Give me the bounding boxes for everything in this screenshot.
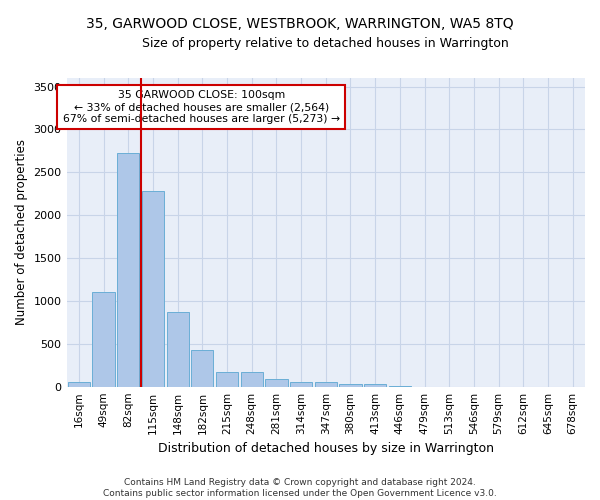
Text: 35 GARWOOD CLOSE: 100sqm
← 33% of detached houses are smaller (2,564)
67% of sem: 35 GARWOOD CLOSE: 100sqm ← 33% of detach… [63, 90, 340, 124]
Bar [167, 312, 189, 386]
Bar [142, 191, 164, 386]
Bar [340, 384, 362, 386]
Bar [241, 372, 263, 386]
X-axis label: Distribution of detached houses by size in Warrington: Distribution of detached houses by size … [158, 442, 494, 455]
Bar [191, 350, 214, 387]
Bar [290, 382, 312, 386]
Bar [314, 382, 337, 386]
Bar [265, 379, 287, 386]
Bar [216, 372, 238, 386]
Text: Contains HM Land Registry data © Crown copyright and database right 2024.
Contai: Contains HM Land Registry data © Crown c… [103, 478, 497, 498]
Bar [117, 154, 139, 386]
Title: Size of property relative to detached houses in Warrington: Size of property relative to detached ho… [142, 38, 509, 51]
Y-axis label: Number of detached properties: Number of detached properties [15, 140, 28, 326]
Text: 35, GARWOOD CLOSE, WESTBROOK, WARRINGTON, WA5 8TQ: 35, GARWOOD CLOSE, WESTBROOK, WARRINGTON… [86, 18, 514, 32]
Bar [68, 382, 90, 386]
Bar [92, 292, 115, 386]
Bar [364, 384, 386, 386]
